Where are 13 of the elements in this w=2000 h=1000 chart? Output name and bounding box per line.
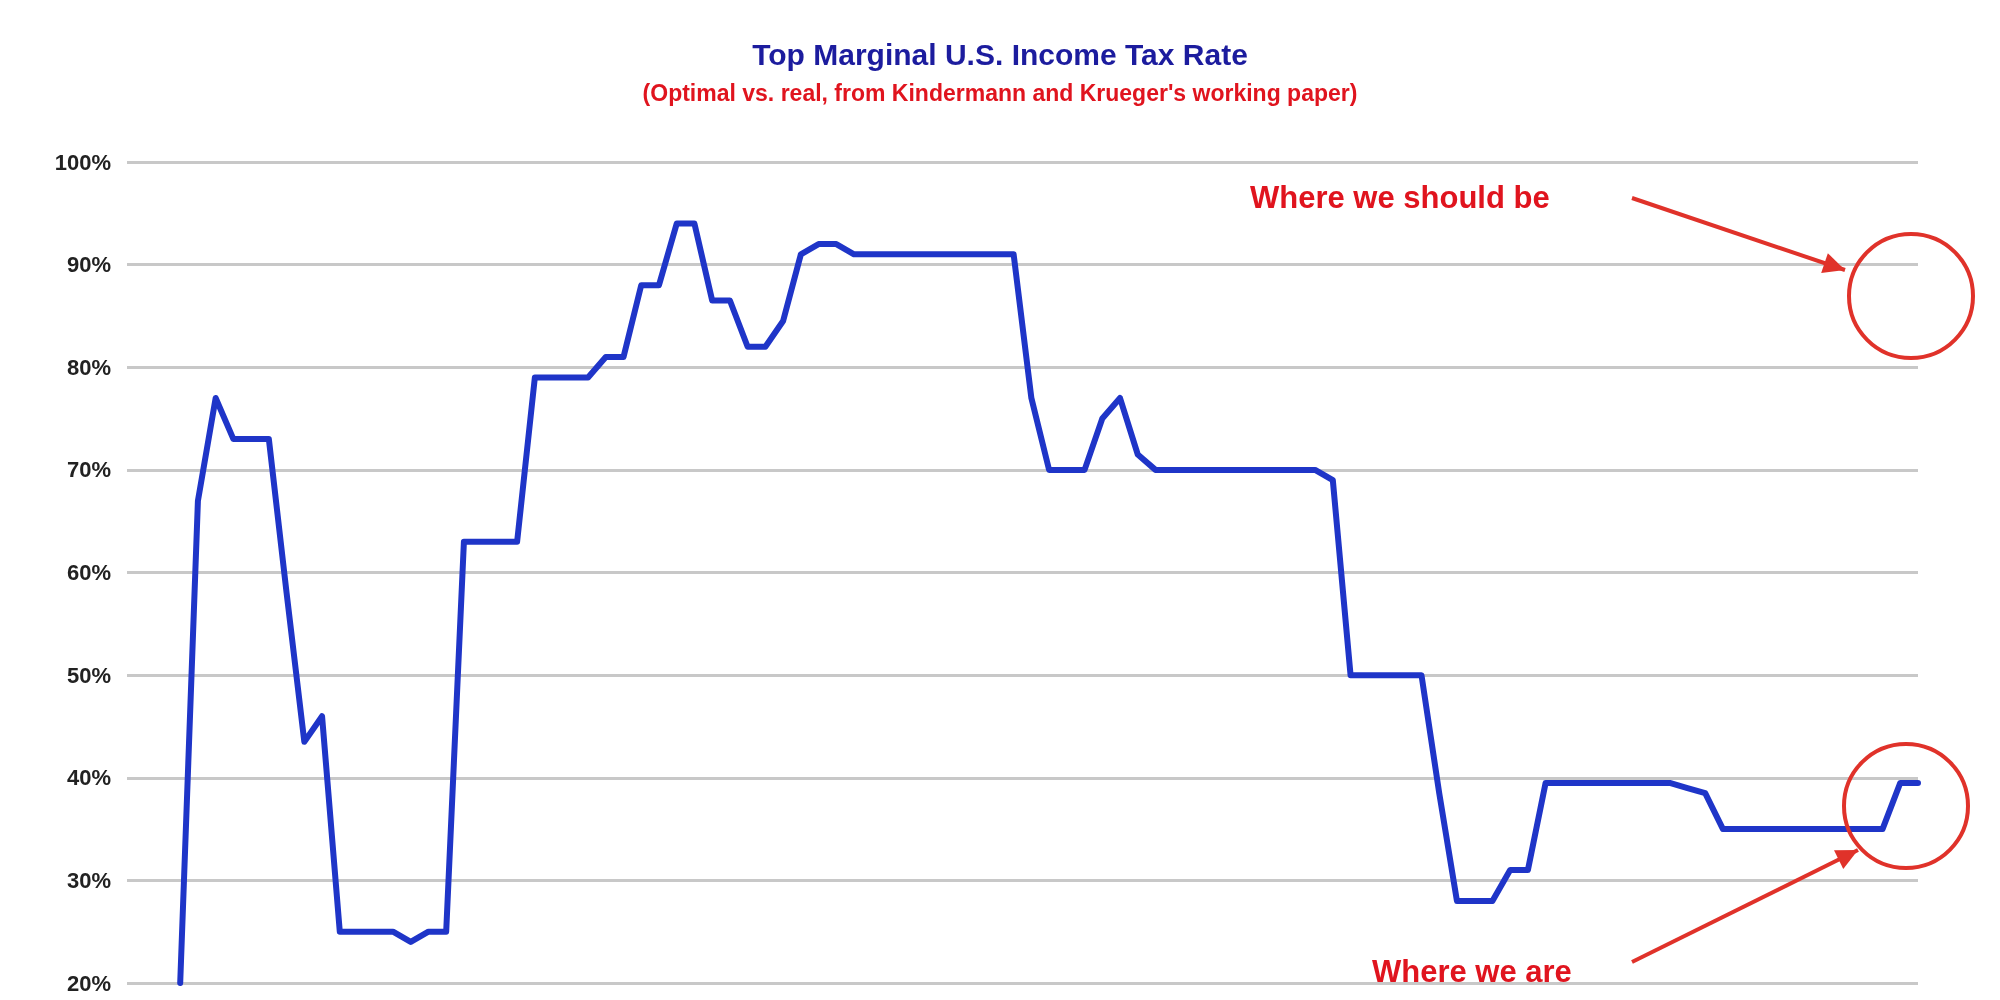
y-tick-label: 40% xyxy=(66,765,111,791)
chart-title: Top Marginal U.S. Income Tax Rate xyxy=(752,37,1248,71)
annotation: Where we should be xyxy=(1250,180,1550,215)
chart-subtitle: (Optimal vs. real, from Kindermann and Krueger's working paper) xyxy=(642,79,1358,106)
y-tick-label: 80% xyxy=(66,354,111,380)
y-tick-label: 90% xyxy=(66,252,111,278)
y-tick-label: 70% xyxy=(66,457,111,483)
y-tick-label: 100% xyxy=(54,149,111,175)
y-tick-label: 30% xyxy=(66,867,111,893)
annotation: Where we are xyxy=(1372,954,1572,989)
y-tick-label: 60% xyxy=(66,560,111,585)
y-tick-label: 20% xyxy=(66,970,111,996)
y-tick-label: 50% xyxy=(66,662,111,688)
